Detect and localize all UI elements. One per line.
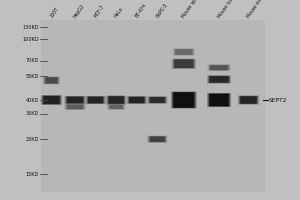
Text: BxPC-3: BxPC-3 bbox=[155, 2, 168, 19]
FancyBboxPatch shape bbox=[150, 97, 165, 103]
FancyBboxPatch shape bbox=[42, 95, 61, 105]
FancyBboxPatch shape bbox=[173, 48, 195, 56]
Text: 40KD: 40KD bbox=[26, 98, 39, 102]
FancyBboxPatch shape bbox=[148, 97, 166, 103]
FancyBboxPatch shape bbox=[240, 96, 257, 104]
FancyBboxPatch shape bbox=[88, 97, 103, 103]
FancyBboxPatch shape bbox=[43, 76, 60, 84]
FancyBboxPatch shape bbox=[128, 96, 146, 104]
FancyBboxPatch shape bbox=[41, 95, 62, 105]
FancyBboxPatch shape bbox=[67, 97, 83, 103]
Text: 70KD: 70KD bbox=[26, 58, 39, 63]
FancyBboxPatch shape bbox=[150, 136, 165, 142]
FancyBboxPatch shape bbox=[147, 96, 167, 104]
Text: 293T: 293T bbox=[49, 6, 60, 19]
FancyBboxPatch shape bbox=[109, 96, 124, 104]
Text: HepG2: HepG2 bbox=[72, 3, 86, 19]
FancyBboxPatch shape bbox=[238, 95, 259, 105]
Text: HeLa: HeLa bbox=[114, 6, 124, 19]
FancyBboxPatch shape bbox=[45, 77, 58, 84]
FancyBboxPatch shape bbox=[108, 104, 124, 109]
FancyBboxPatch shape bbox=[64, 96, 86, 104]
Text: 15KD: 15KD bbox=[26, 172, 39, 177]
FancyBboxPatch shape bbox=[85, 96, 106, 104]
FancyBboxPatch shape bbox=[174, 59, 194, 68]
Text: Mouse ovary: Mouse ovary bbox=[246, 0, 267, 19]
FancyBboxPatch shape bbox=[239, 96, 258, 104]
Text: 130KD: 130KD bbox=[22, 25, 39, 30]
FancyBboxPatch shape bbox=[64, 104, 86, 110]
FancyBboxPatch shape bbox=[174, 49, 194, 55]
FancyBboxPatch shape bbox=[172, 92, 196, 108]
Text: 100KD: 100KD bbox=[22, 37, 39, 42]
Text: 25KD: 25KD bbox=[26, 137, 39, 142]
FancyBboxPatch shape bbox=[127, 96, 147, 104]
FancyBboxPatch shape bbox=[210, 65, 228, 70]
Bar bbox=[41, 20, 265, 192]
Text: Mouse spleen: Mouse spleen bbox=[181, 0, 203, 19]
FancyBboxPatch shape bbox=[208, 76, 230, 83]
Bar bbox=[41, 20, 265, 192]
Text: MCF-7: MCF-7 bbox=[93, 4, 105, 19]
Text: 55KD: 55KD bbox=[26, 74, 39, 79]
FancyBboxPatch shape bbox=[107, 96, 125, 104]
Text: Mouse lung: Mouse lung bbox=[217, 0, 236, 19]
FancyBboxPatch shape bbox=[107, 104, 125, 110]
FancyBboxPatch shape bbox=[147, 136, 167, 143]
Text: 35KD: 35KD bbox=[26, 111, 39, 116]
FancyBboxPatch shape bbox=[43, 96, 60, 104]
FancyBboxPatch shape bbox=[208, 93, 230, 107]
FancyBboxPatch shape bbox=[209, 65, 230, 71]
FancyBboxPatch shape bbox=[207, 93, 231, 107]
FancyBboxPatch shape bbox=[67, 105, 83, 109]
FancyBboxPatch shape bbox=[172, 59, 196, 69]
FancyBboxPatch shape bbox=[148, 136, 166, 142]
FancyBboxPatch shape bbox=[66, 96, 84, 104]
FancyBboxPatch shape bbox=[207, 75, 231, 84]
FancyBboxPatch shape bbox=[208, 64, 231, 71]
FancyBboxPatch shape bbox=[129, 97, 144, 103]
FancyBboxPatch shape bbox=[171, 91, 197, 109]
Text: SEPT2: SEPT2 bbox=[268, 98, 287, 102]
FancyBboxPatch shape bbox=[173, 92, 194, 108]
FancyBboxPatch shape bbox=[209, 94, 229, 106]
FancyBboxPatch shape bbox=[175, 49, 193, 55]
FancyBboxPatch shape bbox=[106, 95, 126, 105]
FancyBboxPatch shape bbox=[110, 105, 123, 109]
FancyBboxPatch shape bbox=[209, 76, 229, 83]
FancyBboxPatch shape bbox=[87, 96, 104, 104]
FancyBboxPatch shape bbox=[173, 59, 195, 68]
Text: BT-474: BT-474 bbox=[134, 3, 147, 19]
FancyBboxPatch shape bbox=[44, 77, 59, 84]
FancyBboxPatch shape bbox=[66, 104, 84, 110]
